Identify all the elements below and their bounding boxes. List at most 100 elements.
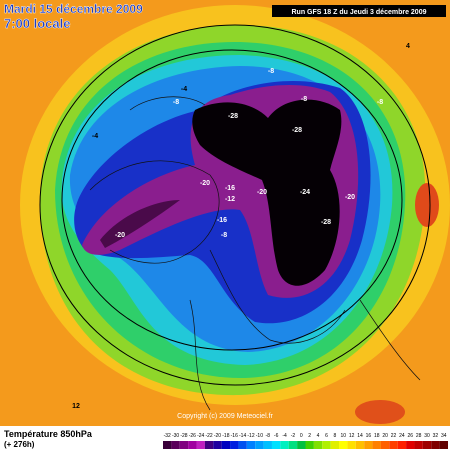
scale-label: -18 xyxy=(222,433,229,439)
coastlines xyxy=(89,96,421,411)
scale-label: -30 xyxy=(172,433,179,439)
scale-label: 20 xyxy=(382,433,388,439)
contour-label: -8 xyxy=(377,99,383,106)
scale-label: 4 xyxy=(317,433,320,439)
scale-swatch xyxy=(238,441,247,449)
contour-label: -8 xyxy=(301,96,307,103)
scale-swatch xyxy=(280,441,289,449)
scale-swatch xyxy=(204,441,214,449)
contour-label: -16 xyxy=(217,217,227,224)
scale-label: -10 xyxy=(256,433,263,439)
contour-label: -12 xyxy=(225,196,235,203)
contour-label: -8 xyxy=(268,68,274,75)
scale-label: 32 xyxy=(433,433,439,439)
scale-label: 12 xyxy=(349,433,355,439)
contour-label: -8 xyxy=(221,232,227,239)
scale-swatch xyxy=(422,441,432,449)
scale-swatch xyxy=(355,441,365,449)
field-purple-dark xyxy=(100,200,180,248)
scale-label: 0 xyxy=(300,433,303,439)
scale-swatch xyxy=(406,441,415,449)
color-scale: -32 -30 -28 -26 -24 -22 -20 -18 -16 -14 -12 -10 -8 -6… xyxy=(163,433,448,449)
scale-swatch xyxy=(230,441,239,449)
field-name: Température 850hPa xyxy=(4,429,93,439)
scale-label: -4 xyxy=(282,433,287,439)
scale-label: -6 xyxy=(274,433,279,439)
scale-label: -14 xyxy=(239,433,246,439)
scale-swatch xyxy=(397,441,407,449)
scale-swatch xyxy=(221,441,231,449)
scale-swatch xyxy=(372,441,381,449)
run-box xyxy=(272,5,446,17)
scale-swatch xyxy=(246,441,256,449)
scale-swatch xyxy=(305,441,314,449)
scale-label: 18 xyxy=(374,433,380,439)
contour-labels: -28-28-28-24-20-20-20-20-16-16-12-8-8 -8-… xyxy=(72,43,410,410)
scale-swatch xyxy=(389,441,398,449)
scale-swatch xyxy=(297,441,306,449)
run-info: Run GFS 18 Z du Jeudi 3 décembre 2009 xyxy=(292,9,427,16)
scale-label: -28 xyxy=(180,433,187,439)
contour-label: -20 xyxy=(345,194,355,201)
scale-swatch xyxy=(347,441,356,449)
scale-swatch xyxy=(364,441,373,449)
scale-label: 6 xyxy=(325,433,328,439)
scale-label: 2 xyxy=(308,433,311,439)
valid-time: 7:00 locale xyxy=(4,16,71,31)
contour-label: -20 xyxy=(115,232,125,239)
scale-label: 8 xyxy=(333,433,336,439)
contour-label: -28 xyxy=(321,219,331,226)
field-warm xyxy=(415,183,439,227)
contour-label: 12 xyxy=(72,403,80,410)
field-black xyxy=(192,99,342,286)
scale-label: -12 xyxy=(247,433,254,439)
contour-label: -8 xyxy=(173,99,179,106)
valid-date: Mardi 15 décembre 2009 xyxy=(4,2,143,16)
lead-time: (+ 276h) xyxy=(4,440,35,449)
scale-label: -20 xyxy=(214,433,221,439)
scale-swatch xyxy=(213,441,222,449)
scale-swatch xyxy=(339,441,348,449)
isotherms xyxy=(39,24,431,386)
scale-label: -8 xyxy=(266,433,271,439)
contour-label: -4 xyxy=(181,86,187,93)
scale-swatch xyxy=(431,441,440,449)
scale-label: 22 xyxy=(391,433,397,439)
scale-swatch xyxy=(439,441,448,449)
scale-label: 14 xyxy=(357,433,363,439)
scale-label: 26 xyxy=(407,433,413,439)
scale-swatch xyxy=(414,441,423,449)
scale-swatch xyxy=(288,441,298,449)
scale-swatch xyxy=(196,441,205,449)
contour-label: 4 xyxy=(406,43,410,50)
scale-swatch xyxy=(263,441,272,449)
scale-swatch xyxy=(313,441,323,449)
contour-label: -20 xyxy=(200,180,210,187)
field-warm xyxy=(355,400,405,424)
scale-label: -2 xyxy=(291,433,296,439)
scale-swatch xyxy=(322,441,331,449)
contour-label: -24 xyxy=(300,189,310,196)
scale-swatch xyxy=(255,441,264,449)
scale-label: 30 xyxy=(424,433,430,439)
scale-label: -26 xyxy=(189,433,196,439)
contour-label: -16 xyxy=(225,185,235,192)
scale-swatch xyxy=(271,441,281,449)
scale-label: 16 xyxy=(366,433,372,439)
scale-label: -24 xyxy=(197,433,204,439)
scale-swatch xyxy=(171,441,180,449)
copyright: Copyright (c) 2009 Meteociel.fr xyxy=(177,413,273,420)
scale-label: -22 xyxy=(205,433,212,439)
scale-label: 10 xyxy=(340,433,346,439)
scale-label: -32 xyxy=(164,433,171,439)
scale-label: 24 xyxy=(399,433,405,439)
contour-label: -28 xyxy=(292,127,302,134)
scale-swatch xyxy=(163,441,172,449)
scale-swatch xyxy=(330,441,340,449)
scale-swatch xyxy=(188,441,197,449)
scale-label: 28 xyxy=(416,433,422,439)
contour-label: -20 xyxy=(257,189,267,196)
scale-label: 34 xyxy=(441,433,447,439)
